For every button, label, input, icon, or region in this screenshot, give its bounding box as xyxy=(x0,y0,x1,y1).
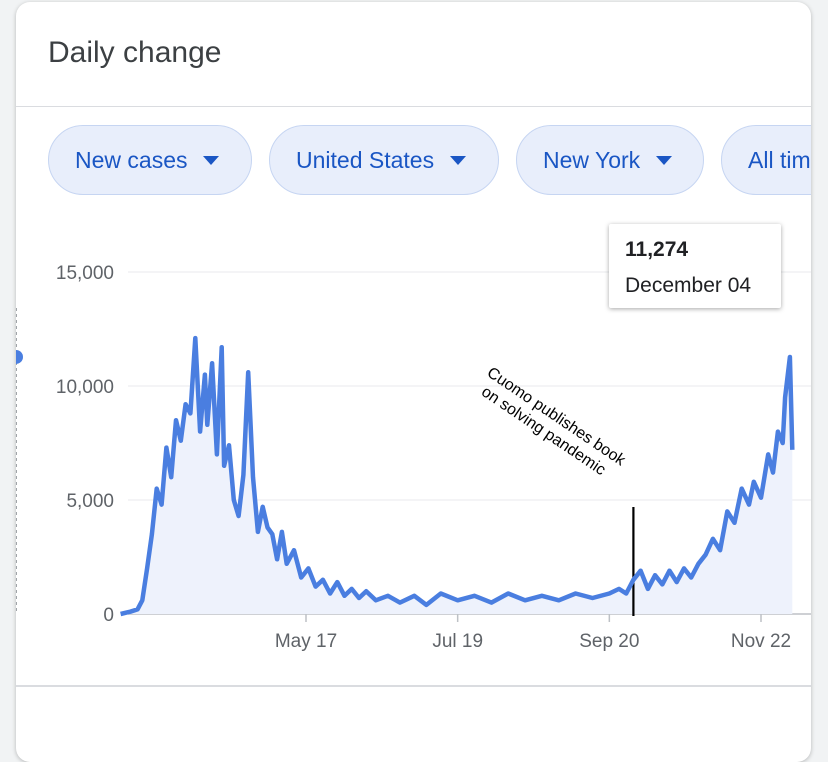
divider xyxy=(16,685,811,687)
daily-change-card: Daily change New cases United States New… xyxy=(16,2,811,762)
hover-tooltip: 11,274 December 04 xyxy=(609,224,781,308)
caret-down-icon xyxy=(203,155,220,165)
series-line xyxy=(120,335,795,617)
divider xyxy=(16,106,811,107)
filter-chip-label: United States xyxy=(296,146,435,173)
filter-chip-state[interactable]: New York xyxy=(516,125,704,195)
filter-chip-label: New cases xyxy=(75,146,188,173)
tooltip-date: December 04 xyxy=(625,274,752,297)
caret-down-icon xyxy=(656,155,673,165)
filter-chip-label: New York xyxy=(543,146,641,173)
line-chart[interactable]: 15,000 10,000 5,000 0 May 17 Jul 19 Sep 20 Nov… xyxy=(16,202,811,702)
y-tick-label: 10,000 xyxy=(56,377,114,398)
series-area-fill xyxy=(120,338,793,614)
x-axis-ticks: May 17 Jul 19 Sep 20 Nov 22 xyxy=(275,614,791,652)
y-tick-label: 5,000 xyxy=(66,491,114,512)
highlight-point xyxy=(16,349,23,364)
x-tick-label: Sep 20 xyxy=(579,631,639,652)
annotation-line-1: Cuomo publishes book xyxy=(484,364,629,470)
filter-chip-time-range[interactable]: All tim xyxy=(721,125,811,195)
filter-chip-row: New cases United States New York All tim xyxy=(16,125,811,197)
annotation-text: Cuomo publishes book on solving pandemic xyxy=(478,364,629,479)
filter-chip-metric[interactable]: New cases xyxy=(48,125,252,195)
x-tick-label: Nov 22 xyxy=(731,631,791,652)
card-title: Daily change xyxy=(48,36,222,69)
filter-chip-label: All tim xyxy=(748,146,811,173)
tooltip-value: 11,274 xyxy=(625,238,689,261)
caret-down-icon xyxy=(450,155,467,165)
y-tick-label: 15,000 xyxy=(56,263,114,284)
x-tick-label: May 17 xyxy=(275,631,337,652)
filter-chip-country[interactable]: United States xyxy=(269,125,499,195)
y-tick-label: 0 xyxy=(103,605,114,626)
x-tick-label: Jul 19 xyxy=(432,631,483,652)
y-axis-ticks: 15,000 10,000 5,000 0 xyxy=(56,263,114,626)
